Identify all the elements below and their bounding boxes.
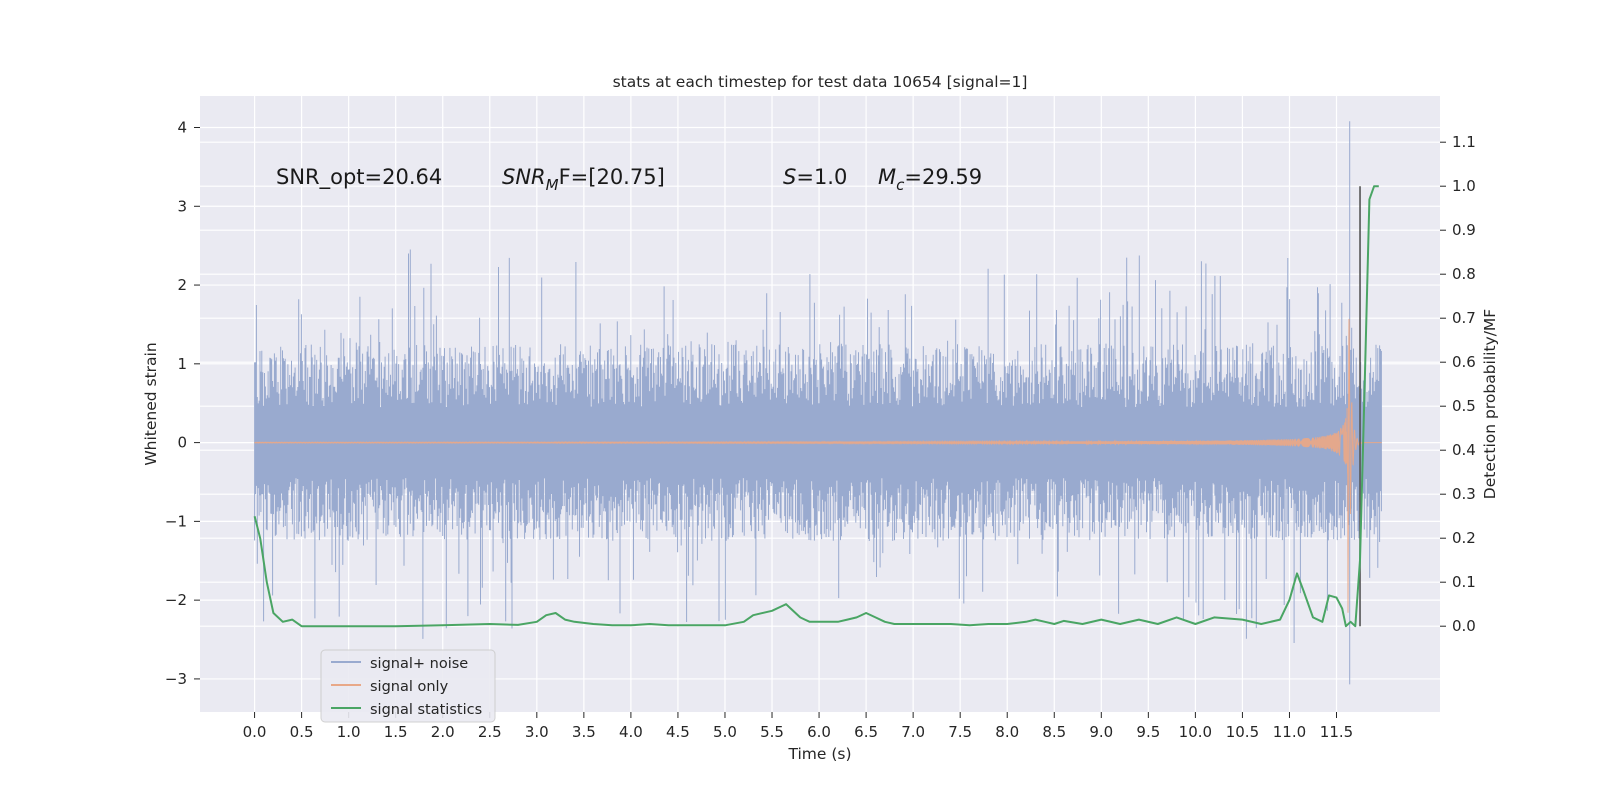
annotation-s-tail: =1.0: [796, 165, 847, 189]
x-tick-label: 3.0: [525, 723, 549, 741]
x-tick-label: 0.5: [290, 723, 314, 741]
series-signal-noise: [254, 121, 1382, 685]
y-right-tick-label: 0.5: [1452, 397, 1476, 415]
x-tick-label: 11.0: [1273, 723, 1306, 741]
x-tick-label: 5.5: [760, 723, 784, 741]
annotation-snr-mf-tail: F=[20.75]: [559, 165, 665, 189]
x-tick-label: 0.0: [243, 723, 267, 741]
x-tick-label: 6.5: [854, 723, 878, 741]
x-tick-label: 7.0: [901, 723, 925, 741]
x-axis-label: Time (s): [787, 745, 851, 763]
y-right-tick-label: 1.1: [1452, 133, 1476, 151]
annotation-snr-mf: SNRMF=[20.75]: [502, 165, 665, 194]
x-tick-label: 11.5: [1320, 723, 1353, 741]
y-left-tick-label: 2: [177, 276, 187, 294]
x-tick-label: 9.5: [1136, 723, 1160, 741]
x-tick-label: 8.0: [995, 723, 1019, 741]
x-tick-label: 4.0: [619, 723, 643, 741]
y-left-tick-label: 4: [177, 119, 187, 137]
annotation-s: S=1.0: [783, 165, 847, 189]
y-right-tick-label: 0.6: [1452, 353, 1476, 371]
tick-labels: 0.0 0.5 1.0 1.5 2.0 2.5 3.0 3.5 4.0 4.5 5.0 5.5 6.0 6…: [165, 119, 1476, 741]
annotation-mc-tail: =29.59: [904, 165, 982, 189]
y-right-tick-label: 0.3: [1452, 485, 1476, 503]
x-tick-label: 8.5: [1042, 723, 1066, 741]
x-tick-label: 3.5: [572, 723, 596, 741]
x-tick-label: 7.5: [948, 723, 972, 741]
series-layer: [253, 121, 1382, 685]
y-left-tick-label: −1: [165, 512, 187, 530]
y-axis-label-left: Whitened strain: [142, 342, 160, 465]
y-right-tick-label: 0.0: [1452, 617, 1476, 635]
x-tick-label: 9.0: [1089, 723, 1113, 741]
y-left-tick-label: −2: [165, 591, 187, 609]
annotation-mc: Mc=29.59: [878, 165, 982, 194]
y-right-tick-label: 0.4: [1452, 441, 1476, 459]
x-tick-label: 2.0: [431, 723, 455, 741]
annotation-mc-sub: c: [896, 176, 905, 194]
x-tick-label: 4.5: [666, 723, 690, 741]
x-tick-label: 10.5: [1226, 723, 1259, 741]
x-tick-label: 10.0: [1179, 723, 1212, 741]
annotation-s-label: S: [783, 165, 796, 189]
y-right-tick-label: 1.0: [1452, 177, 1476, 195]
y-left-tick-label: 3: [177, 197, 187, 215]
y-left-tick-label: 0: [177, 434, 187, 452]
y-left-tick-label: 1: [177, 355, 187, 373]
legend-label-signal-only: signal only: [370, 679, 449, 695]
annotation-snr-opt: SNR_opt=20.64: [276, 165, 442, 190]
series-signal-statistics: [253, 185, 1379, 628]
x-tick-label: 5.0: [713, 723, 737, 741]
y-right-tick-label: 0.9: [1452, 221, 1476, 239]
legend-label-signal-noise: signal+ noise: [370, 656, 468, 672]
legend-label-signal-statistics: signal statistics: [370, 702, 482, 718]
y-right-tick-label: 0.1: [1452, 573, 1476, 591]
y-axis-label-right: Detection probability/MF: [1481, 309, 1499, 500]
annotation-snr-mf-label: SNR: [502, 165, 546, 189]
annotation-mc-label: M: [878, 165, 896, 189]
x-tick-label: 6.0: [807, 723, 831, 741]
x-tick-label: 2.5: [478, 723, 502, 741]
annotation-snr-mf-sub: M: [546, 176, 559, 194]
y-right-tick-label: 0.2: [1452, 529, 1476, 547]
x-tick-label: 1.5: [384, 723, 408, 741]
series-signal-only: [254, 318, 1382, 613]
legend-box: [320, 649, 496, 723]
y-right-tick-label: 0.7: [1452, 309, 1476, 327]
chart-title: stats at each timestep for test data 106…: [613, 73, 1028, 91]
legend: signal+ noise signal only signal statist…: [320, 649, 496, 723]
x-tick-label: 1.0: [337, 723, 361, 741]
y-left-tick-label: −3: [165, 670, 187, 688]
y-right-tick-label: 0.8: [1452, 265, 1476, 283]
